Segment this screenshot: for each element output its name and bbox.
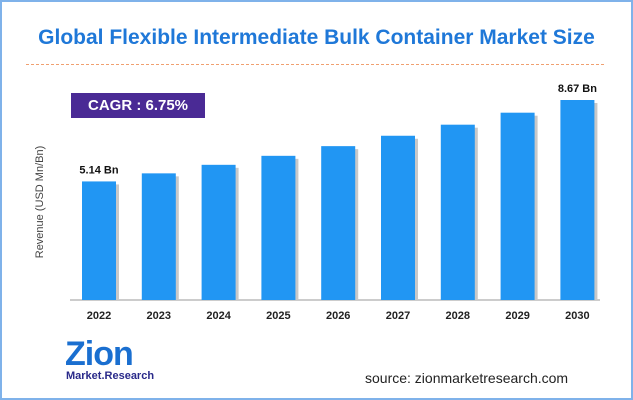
- x-tick-label: 2029: [505, 310, 529, 322]
- x-tick-label: 2022: [87, 310, 111, 322]
- logo-wordmark: Zion: [65, 335, 134, 373]
- zion-logo: Zion Market.Research: [65, 335, 185, 389]
- x-tick-label: 2028: [446, 310, 470, 322]
- bar-2025: [261, 155, 296, 300]
- bar-2024: [201, 164, 236, 300]
- bar-2028: [440, 124, 475, 300]
- bar-2027: [381, 135, 415, 300]
- x-tick-label: 2025: [266, 310, 290, 322]
- data-label: 5.14 Bn: [79, 164, 118, 176]
- data-label: 8.67 Bn: [558, 83, 597, 95]
- bar-2026: [321, 146, 356, 300]
- title-divider: [26, 64, 604, 65]
- x-tick-label: 2030: [565, 310, 589, 322]
- x-tick-label: 2023: [147, 310, 171, 322]
- bar-2023: [141, 173, 176, 300]
- bar-2029: [500, 112, 535, 300]
- bar-2022: [82, 181, 116, 300]
- source-note: source: zionmarketresearch.com: [365, 370, 569, 386]
- x-tick-label: 2027: [386, 310, 410, 322]
- x-tick-label: 2026: [326, 310, 350, 322]
- x-tick-label: 2024: [206, 310, 231, 322]
- bar-2030: [560, 100, 595, 300]
- logo-tagline: Market.Research: [66, 370, 155, 382]
- cagr-badge: CAGR : 6.75%: [71, 93, 205, 118]
- chart-title: Global Flexible Intermediate Bulk Contai…: [38, 26, 595, 49]
